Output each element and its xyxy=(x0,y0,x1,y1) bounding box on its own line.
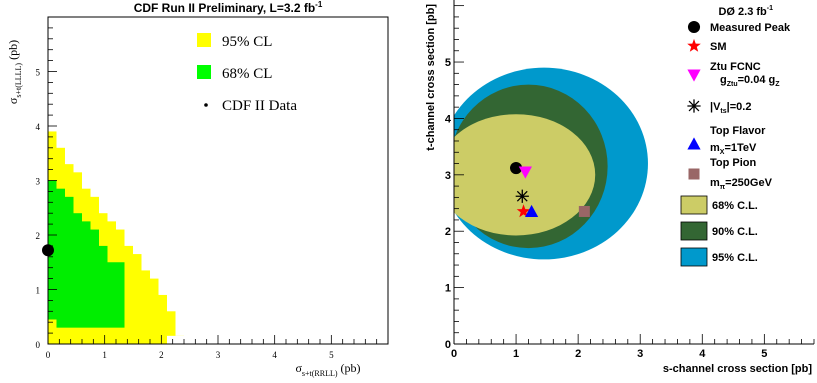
legend-label: Top Flavor xyxy=(710,125,766,137)
x-tick-label: 0 xyxy=(451,348,457,360)
y-tick-label: 4 xyxy=(36,122,41,132)
cdf-chart: CDF Run II Preliminary, L=3.2 fb-1 0 1 2 3 4 5… xyxy=(6,0,389,378)
x-tick-label: 4 xyxy=(699,348,706,360)
legend-label: 68% CL xyxy=(222,66,272,82)
x-tick-label: 0 xyxy=(46,350,51,360)
legend-label: Measured Peak xyxy=(710,22,791,34)
y-tick-label: 3 xyxy=(445,170,451,182)
y-axis-label: t-channel cross section [pb] xyxy=(425,4,437,151)
point-measured-peak xyxy=(510,162,523,175)
point-top-flavor xyxy=(524,204,539,217)
legend-label: |Vts|=0.2 xyxy=(710,101,751,115)
x-tick-label: 2 xyxy=(159,350,164,360)
cl95-cell-column xyxy=(158,294,167,344)
legend-marker xyxy=(680,247,708,267)
legend-swatch xyxy=(197,65,211,79)
point-sm xyxy=(516,204,531,218)
legend-marker xyxy=(680,221,708,241)
legend-marker xyxy=(680,195,708,215)
legend-swatch xyxy=(197,33,211,47)
cl95-cell-column xyxy=(150,278,159,344)
legend-label: Top Pion xyxy=(710,157,757,169)
y-tick-label: 4 xyxy=(445,113,452,125)
x-tick-label: 2 xyxy=(575,348,581,360)
cl95-cell-column xyxy=(141,270,150,344)
legend-dot xyxy=(204,103,208,107)
legend-marker xyxy=(687,69,701,82)
x-tick-label: 1 xyxy=(102,350,107,360)
point-top-pion xyxy=(578,205,590,217)
legend-marker xyxy=(687,20,701,34)
point-vts-0-2 xyxy=(515,189,529,203)
cl95-cell-column xyxy=(133,254,142,344)
legend-label: 95% CL xyxy=(222,34,272,50)
x-tick-label: 3 xyxy=(216,350,221,360)
legend-label: SM xyxy=(710,41,727,53)
legend-label: 90% C.L. xyxy=(712,226,758,238)
y-tick-label: 0 xyxy=(36,340,41,350)
cl68-cell-column xyxy=(73,213,82,328)
cl95-cell-column xyxy=(124,245,133,344)
legend-label: 68% C.L. xyxy=(712,200,758,212)
cl95-cell-column xyxy=(167,311,176,344)
x-tick-label: 5 xyxy=(761,348,767,360)
point-ztu-fcnc xyxy=(518,166,532,179)
d0-chart-panel: 0 1 2 3 4 5 0 1 2 3 4 5 s-channel cross section [pb]… xyxy=(408,0,817,383)
legend-sublabel: gZtu=0.04 gZ xyxy=(720,74,780,88)
experiment-label: DØ 2.3 fb-1 xyxy=(718,5,773,18)
y-tick-label: 5 xyxy=(36,68,41,78)
cdf-chart-panel: CDF Run II Preliminary, L=3.2 fb-1 0 1 2 3 4 5… xyxy=(0,0,408,383)
empty-cell-column xyxy=(175,335,184,344)
y-tick-label: 1 xyxy=(36,286,41,296)
cl68-cell-column xyxy=(90,229,99,328)
legend-label: Ztu FCNC xyxy=(710,61,761,73)
chart-title: CDF Run II Preliminary, L=3.2 fb-1 xyxy=(134,0,323,15)
d0-chart: 0 1 2 3 4 5 0 1 2 3 4 5 s-channel cross section [pb]… xyxy=(425,0,815,375)
legend-label: CDF II Data xyxy=(222,98,297,114)
x-tick-label: 5 xyxy=(329,350,334,360)
x-axis-label: s-channel cross section [pb] xyxy=(663,363,812,375)
legend-label: 95% C.L. xyxy=(712,252,758,264)
y-axis-label: σs+t(LLLL) (pb) xyxy=(6,40,23,104)
x-tick-label: 3 xyxy=(637,348,643,360)
legend-marker xyxy=(687,137,701,150)
y-tick-label: 5 xyxy=(445,57,451,69)
legend-sublabel: mπ=250GeV xyxy=(710,177,773,191)
legend-marker xyxy=(687,38,701,52)
y-tick-label: 1 xyxy=(445,283,451,295)
cl68-cell-column xyxy=(107,262,116,328)
cl68-cell-column xyxy=(56,188,65,328)
x-tick-label: 4 xyxy=(272,350,277,360)
y-tick-label: 3 xyxy=(36,177,41,187)
x-axis-label: σs+t(RRLL) (pb) xyxy=(295,361,360,378)
legend-sublabel: mX=1TeV xyxy=(710,142,757,156)
empty-cell-column xyxy=(167,335,176,344)
cl68-cell-column xyxy=(99,245,108,328)
y-tick-label: 2 xyxy=(36,231,41,241)
regions-group xyxy=(454,67,648,260)
legend-marker xyxy=(688,168,700,180)
cl68-cell-column xyxy=(116,262,125,328)
legend-marker xyxy=(687,99,701,113)
cdf-data-point xyxy=(42,244,54,257)
cl68-cell-column xyxy=(65,196,74,328)
y-tick-label: 2 xyxy=(445,226,451,238)
cl68-cell-column xyxy=(82,221,91,328)
y-tick-label: 0 xyxy=(445,339,451,351)
x-tick-label: 1 xyxy=(513,348,519,360)
